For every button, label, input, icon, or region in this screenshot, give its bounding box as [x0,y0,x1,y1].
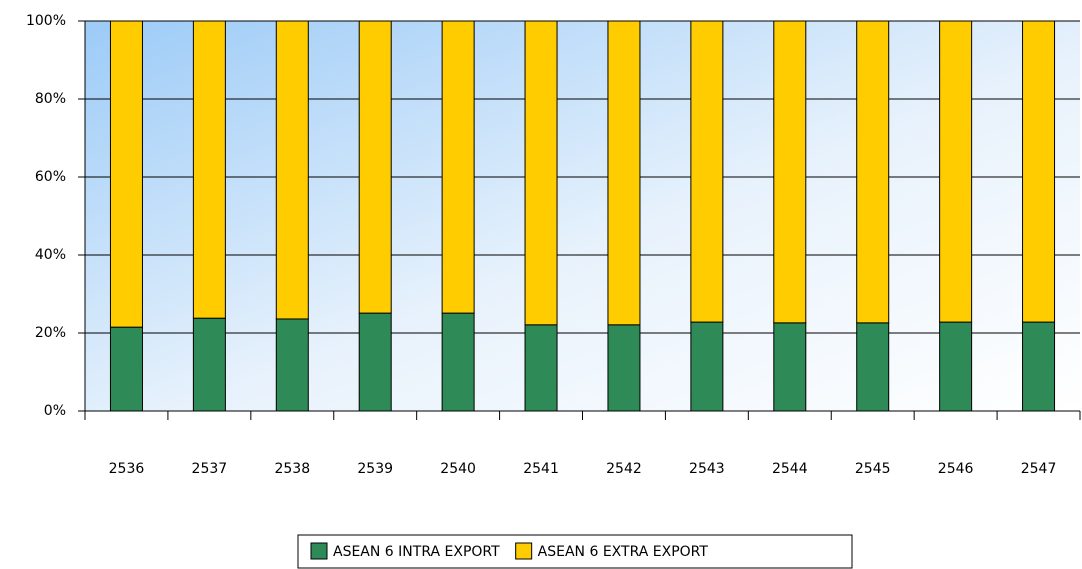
bar-segment [358,20,392,314]
x-tick-label: 2536 [109,461,145,477]
x-tick-label: 2539 [357,461,393,477]
bar-segment [773,20,807,324]
x-tick-label: 2543 [689,461,725,477]
legend-swatch [515,542,533,560]
bar-segment [607,20,641,326]
bar-segment [1022,20,1056,323]
x-tick-label: 2547 [1021,461,1057,477]
x-tick-label: 2541 [523,461,559,477]
legend-label: ASEAN 6 EXTRA EXPORT [538,544,709,560]
x-tick-label: 2538 [274,461,310,477]
y-tick-label: 0% [44,403,66,419]
legend-label: ASEAN 6 INTRA EXPORT [333,544,500,560]
bar-segment [109,20,143,328]
bar-segment [275,318,309,412]
x-tick-label: 2540 [440,461,476,477]
x-tick-label: 2546 [938,461,974,477]
bar-segment [275,20,309,320]
legend-swatch [310,542,328,560]
bar-segment [358,312,392,412]
bar-segment [607,324,641,412]
bar-segment [773,322,807,412]
bar-segment [109,326,143,412]
bar-segment [524,324,558,412]
bar-segment [524,20,558,326]
bar-segment [192,20,226,319]
bar-segment [441,20,475,314]
bar-segment [939,321,973,412]
x-tick-label: 2542 [606,461,642,477]
x-tick-label: 2537 [192,461,228,477]
bar-segment [1022,321,1056,412]
bar-segment [441,312,475,412]
y-tick-label: 40% [35,247,66,263]
bar-segment [690,20,724,323]
plot-background [85,21,1080,411]
bar-segment [856,20,890,324]
x-tick-label: 2545 [855,461,891,477]
x-tick-label: 2544 [772,461,808,477]
bar-segment [939,20,973,323]
bar-segment [856,322,890,412]
bar-segment [192,317,226,412]
legend-box [297,534,853,569]
bar-segment [690,321,724,412]
y-tick-label: 60% [35,169,66,185]
y-tick-label: 100% [26,13,66,29]
y-tick-label: 80% [35,91,66,107]
y-tick-label: 20% [35,325,66,341]
